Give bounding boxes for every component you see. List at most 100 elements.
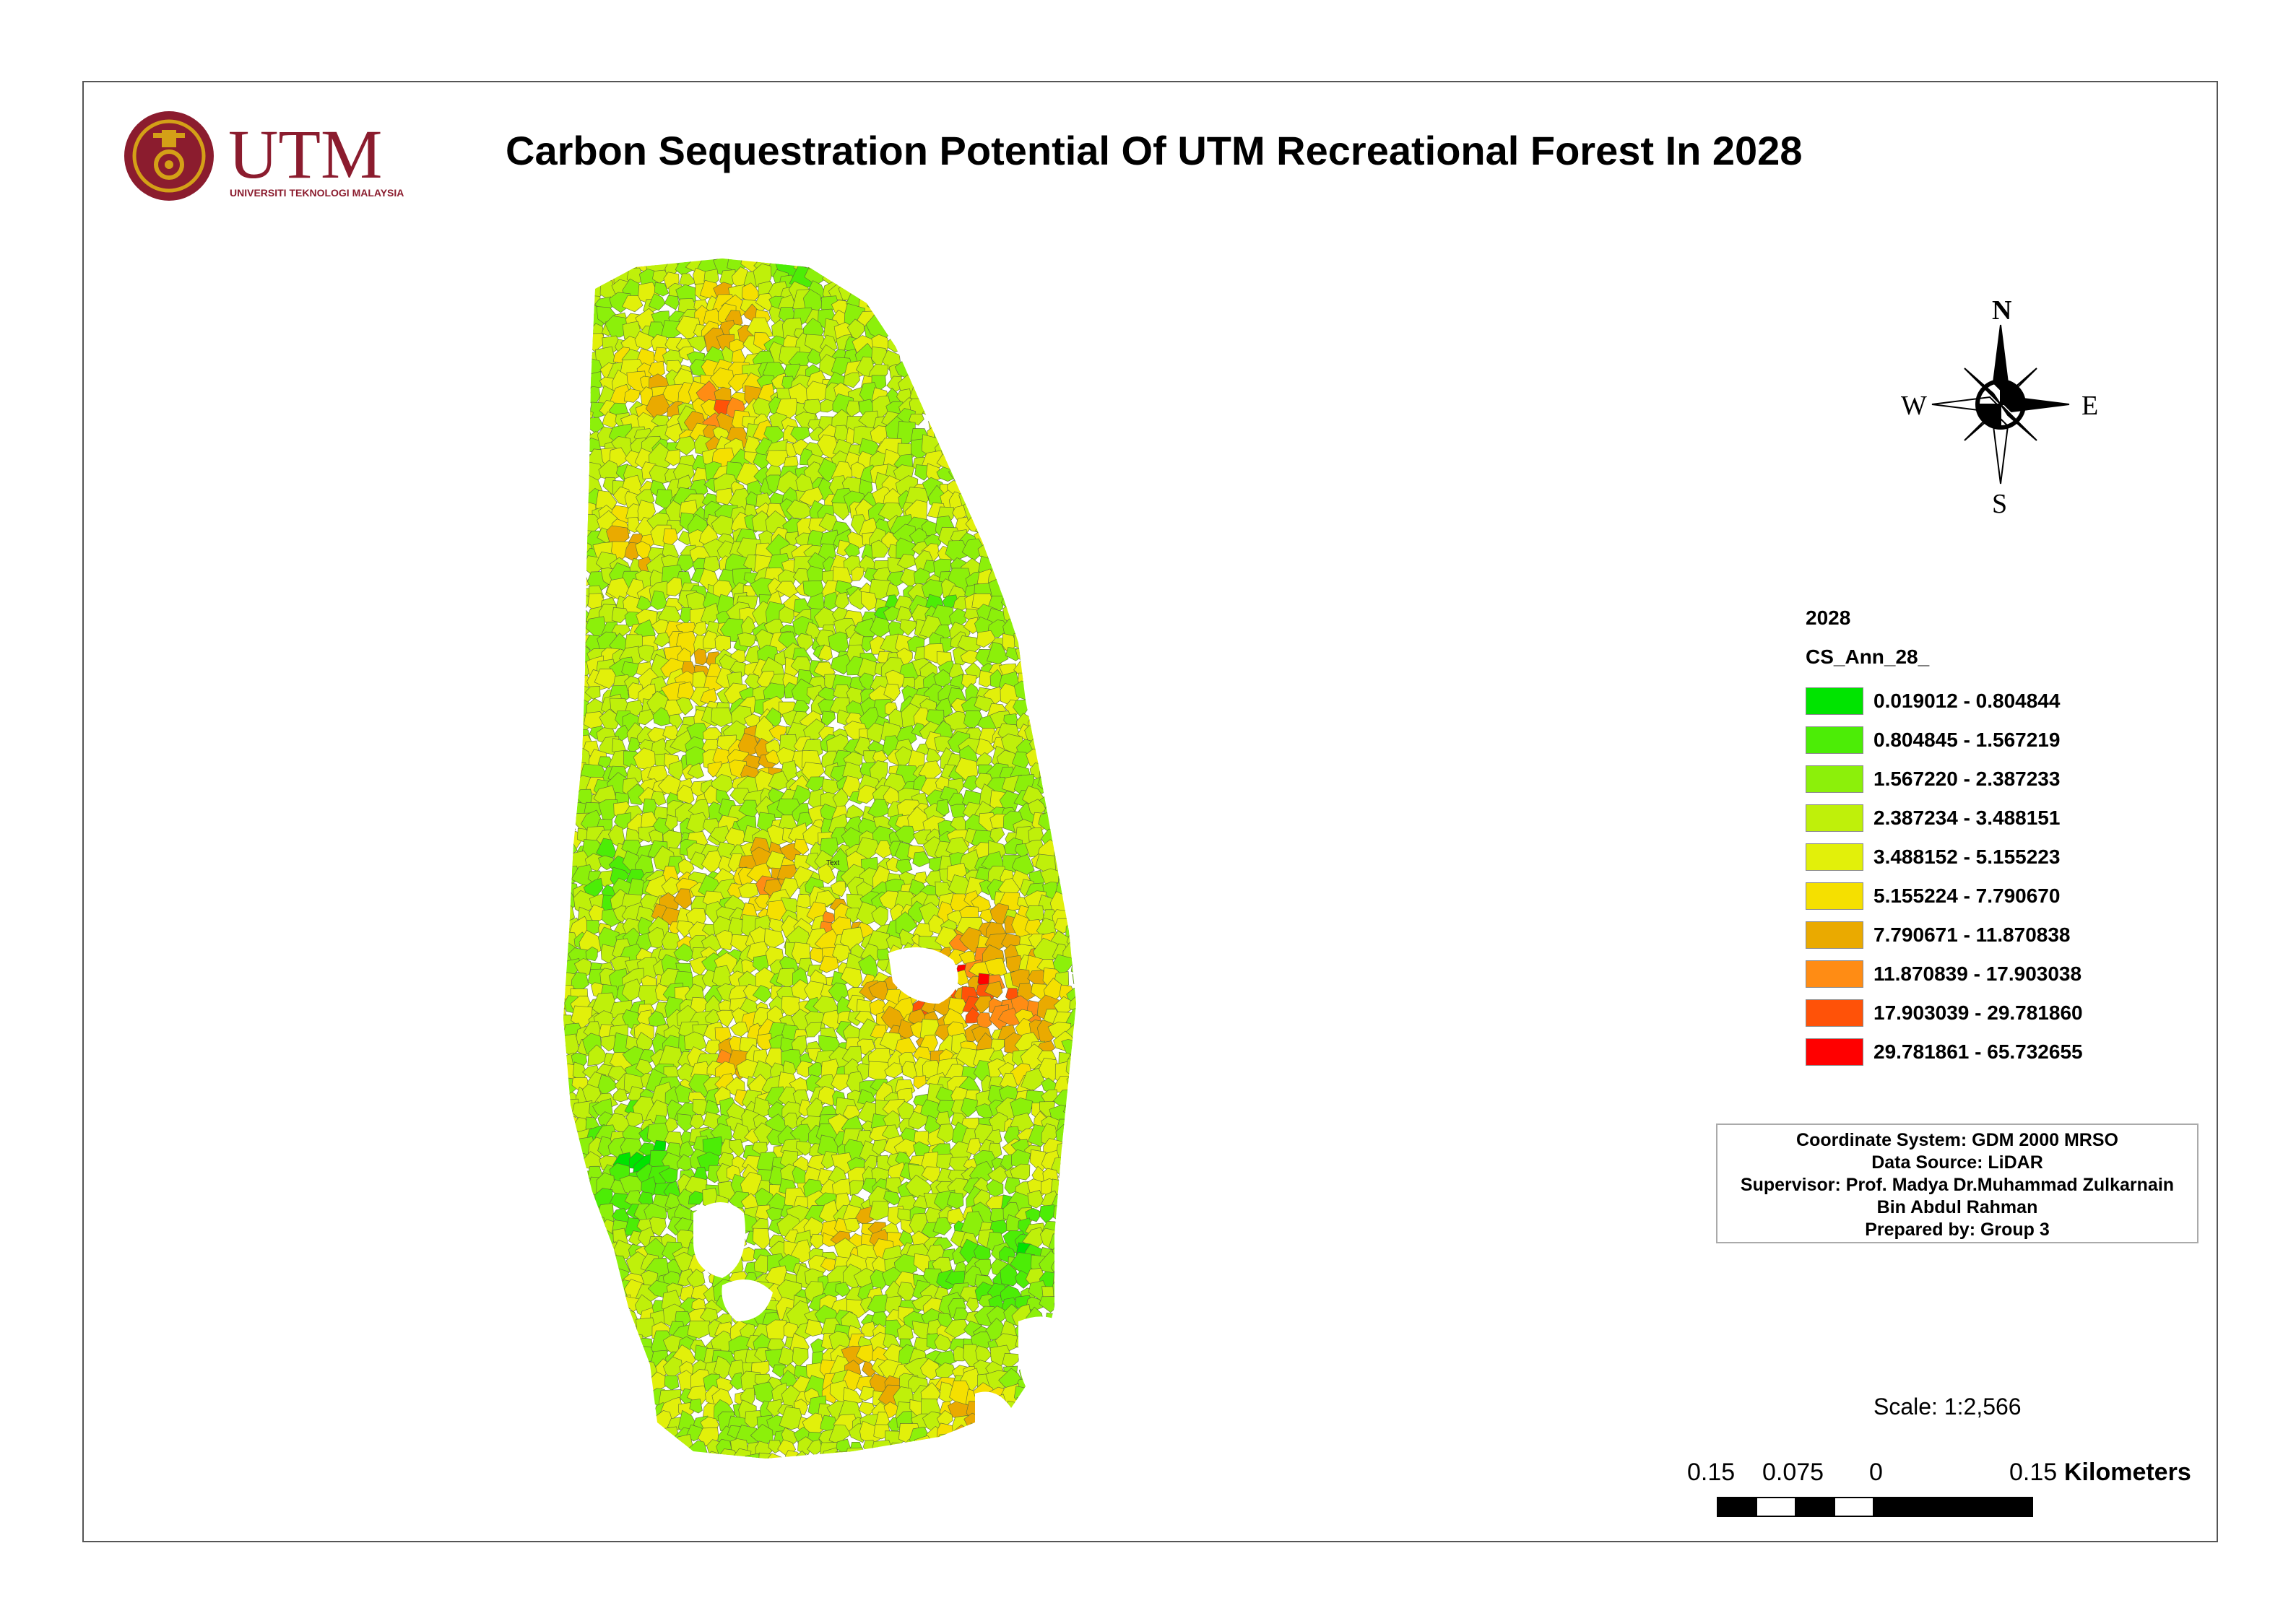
- forest-cell: [1004, 295, 1020, 310]
- forest-cell: [1066, 1411, 1076, 1431]
- forest-cell: [563, 1181, 564, 1204]
- forest-cell: [635, 1417, 654, 1434]
- data-source: Data Source: LiDAR: [1871, 1152, 2043, 1173]
- forest-cell: [1018, 310, 1037, 329]
- forest-cell: [1039, 764, 1059, 781]
- forest-cell: [1064, 763, 1076, 786]
- scale-label-3: 0.15: [2009, 1459, 2058, 1486]
- forest-cell: [1016, 391, 1034, 411]
- forest-cell: [784, 1113, 800, 1129]
- forest-cell: [571, 1363, 586, 1378]
- forest-cell: [563, 1007, 568, 1028]
- forest-cell: [1013, 294, 1034, 313]
- forest-cell: [1023, 596, 1043, 617]
- forest-cell: [989, 827, 1005, 845]
- forest-cell: [578, 1360, 602, 1383]
- forest-cell: [949, 274, 976, 304]
- forest-cell: [992, 486, 1010, 509]
- forest-cell: [563, 505, 566, 521]
- forest-cell: [1067, 675, 1076, 690]
- forest-cell: [677, 1113, 695, 1132]
- forest-cell: [574, 282, 594, 305]
- forest-cell: [973, 294, 996, 318]
- forest-cell: [960, 1368, 981, 1392]
- forest-cell: [805, 1022, 822, 1038]
- forest-cell: [847, 274, 867, 292]
- forest-cell: [608, 1417, 630, 1438]
- forest-cell: [921, 258, 946, 275]
- forest-cell: [883, 305, 908, 331]
- forest-cell: [1052, 271, 1073, 294]
- forest-cell: [675, 697, 693, 716]
- forest-cell: [958, 319, 979, 342]
- forest-cell: [608, 1383, 632, 1406]
- forest-cell: [1066, 697, 1076, 722]
- forest-cell: [1030, 621, 1051, 641]
- forest-cell: [549, 1256, 561, 1274]
- forest-cell: [563, 1061, 566, 1077]
- forest-cell: [1069, 571, 1076, 591]
- forest-cell: [601, 1385, 625, 1405]
- forest-cell: [861, 591, 879, 611]
- forest-cell: [987, 295, 1004, 312]
- forest-cell: [974, 396, 992, 414]
- forest-cell: [563, 1399, 579, 1419]
- forest-cell: [549, 1046, 562, 1066]
- compass-n: N: [1992, 295, 2011, 326]
- forest-cell: [1049, 358, 1072, 377]
- forest-cell: [1024, 549, 1050, 575]
- forest-cell: [563, 905, 566, 929]
- forest-cell: [648, 293, 666, 311]
- forest-cell: [936, 396, 958, 416]
- forest-cell: [917, 316, 940, 341]
- forest-cell: [1015, 1456, 1036, 1459]
- forest-cell: [673, 943, 695, 962]
- forest-cell: [1011, 1420, 1032, 1448]
- forest-cell: [1070, 786, 1076, 805]
- legend-swatch: [1806, 687, 1863, 715]
- forest-cell: [676, 630, 700, 658]
- forest-cell: [1040, 739, 1060, 757]
- forest-cell: [1029, 464, 1049, 482]
- map-info-box: Coordinate System: GDM 2000 MRSO Data So…: [1716, 1124, 2198, 1243]
- forest-cell: [664, 1375, 680, 1391]
- forest-cell: [1039, 684, 1057, 700]
- forest-cell: [1066, 592, 1076, 613]
- forest-cell: [976, 308, 992, 325]
- forest-cell: [796, 1141, 813, 1156]
- forest-cell: [609, 1452, 635, 1459]
- forest-cell: [776, 258, 800, 267]
- forest-cell: [1039, 570, 1054, 588]
- forest-cell: [883, 1401, 900, 1420]
- forest-cell: [1028, 258, 1047, 264]
- forest-cell: [563, 804, 578, 820]
- forest-cell: [851, 566, 865, 581]
- forest-cell: [1029, 331, 1047, 355]
- forest-cell: [1040, 1429, 1056, 1444]
- forest-cell: [948, 375, 964, 394]
- forest-cell: [674, 258, 696, 263]
- forest-cell: [626, 1417, 642, 1435]
- forest-cell: [608, 1311, 627, 1332]
- forest-cell: [1067, 603, 1076, 622]
- forest-cell: [989, 466, 1014, 487]
- forest-cell: [1000, 279, 1016, 297]
- forest-cell: [1026, 305, 1054, 332]
- forest-cell: [620, 1447, 644, 1459]
- forest-cell: [1066, 508, 1076, 523]
- forest-cell: [1055, 1217, 1072, 1235]
- forest-cell: [563, 1337, 566, 1351]
- forest-cell: [563, 386, 581, 407]
- forest-cell: [1054, 736, 1076, 756]
- forest-cell: [1017, 500, 1039, 523]
- forest-cell: [971, 427, 1000, 453]
- forest-cell: [626, 258, 643, 263]
- forest-cell: [1021, 1408, 1044, 1435]
- forest-cell: [676, 920, 696, 938]
- forest-cell: [1072, 969, 1076, 987]
- forest-cell: [934, 260, 954, 279]
- forest-cell: [997, 439, 1018, 461]
- forest-cell: [997, 570, 1017, 591]
- forest-cell: [991, 1438, 1010, 1454]
- forest-cell: [1066, 310, 1076, 329]
